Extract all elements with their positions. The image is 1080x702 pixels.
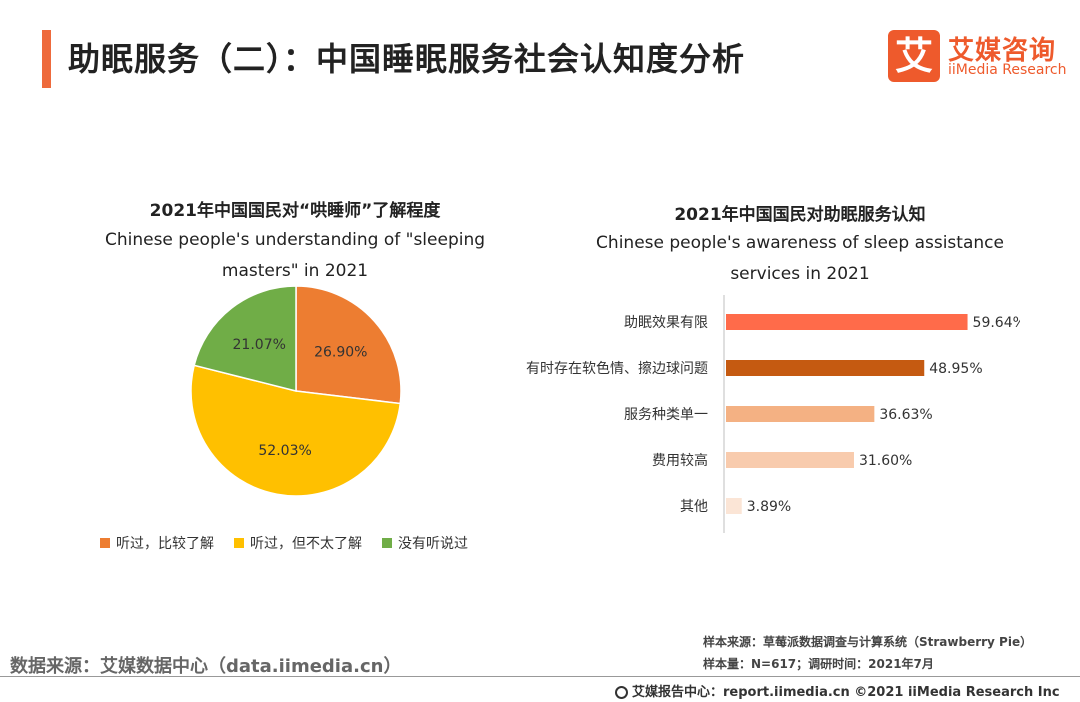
title-accent-bar (42, 30, 51, 88)
footer-text: 艾媒报告中心：report.iimedia.cn ©2021 iiMedia R… (632, 685, 1060, 700)
data-source: 数据来源：艾媒数据中心（data.iimedia.cn） (10, 656, 402, 677)
pie-title: 2021年中国国民对“哄睡师”了解程度 (149, 201, 441, 221)
bar-chart: 助眠效果有限 59.64% 有时存在软色情、擦边球问题 48.95% 服务种类单一 36.… (526, 295, 1020, 533)
bar (726, 452, 854, 468)
page-title: 助眠服务（二）：中国睡眠服务社会认知度分析 (68, 40, 746, 78)
pie-slice-label: 21.07% (233, 337, 286, 353)
pie-subtitle-line2: masters" in 2021 (221, 261, 369, 281)
legend-item: 听过，比较了解 (100, 533, 214, 553)
globe-icon (615, 686, 628, 699)
bar-subtitle-line1: Chinese people's awareness of sleep assi… (596, 233, 1004, 253)
bar-value-label: 3.89% (747, 499, 791, 515)
pie-slice-label: 52.03% (258, 443, 311, 459)
bar-category-label: 服务种类单一 (624, 407, 708, 423)
bar-value-label: 59.64% (973, 315, 1020, 331)
bar-title: 2021年中国国民对助眠服务认知 (674, 205, 926, 225)
bar-category-label: 其他 (680, 499, 708, 515)
pie-chart: 26.90% 52.03% 21.07% (190, 285, 402, 497)
bar-category-label: 助眠效果有限 (624, 315, 708, 331)
sample-size: 样本量：N=617；调研时间：2021年7月 (703, 657, 934, 671)
bar (726, 314, 968, 330)
bar-value-label: 48.95% (929, 361, 982, 377)
legend-label: 听过，但不太了解 (250, 536, 362, 552)
pie-slice (190, 364, 402, 497)
logo-cn: 艾媒咨询 (948, 36, 1057, 66)
pie-slice-label: 26.90% (314, 344, 367, 360)
bar-category-label: 费用较高 (652, 452, 708, 469)
pie-slice (193, 285, 297, 392)
bar (726, 406, 875, 422)
footer: 艾媒报告中心：report.iimedia.cn ©2021 iiMedia R… (615, 681, 1060, 700)
bar (726, 360, 925, 376)
legend-label: 听过，比较了解 (116, 536, 214, 552)
bar-category-label: 有时存在软色情、擦边球问题 (526, 360, 708, 377)
logo-mark: 艾 (888, 30, 940, 82)
pie-legend: 听过，比较了解 听过，但不太了解 没有听说过 (100, 533, 468, 553)
sample-source: 样本来源：草莓派数据调查与计算系统（Strawberry Pie） (703, 635, 1033, 649)
legend-swatch (382, 538, 392, 548)
legend-item: 没有听说过 (382, 533, 468, 553)
bar (726, 498, 742, 514)
legend-swatch (100, 538, 110, 548)
legend-swatch (234, 538, 244, 548)
logo-en: iiMedia Research (948, 62, 1067, 78)
footer-divider (0, 676, 1080, 677)
iimedia-logo: 艾 艾媒咨询 iiMedia Research (888, 30, 1068, 82)
bar-value-label: 36.63% (879, 407, 932, 423)
pie-slice (295, 285, 402, 405)
pie-subtitle-line1: Chinese people's understanding of "sleep… (104, 230, 486, 250)
legend-item: 听过，但不太了解 (234, 533, 362, 553)
bar-subtitle-line2: services in 2021 (730, 264, 870, 284)
legend-label: 没有听说过 (398, 536, 468, 552)
bar-value-label: 31.60% (859, 453, 912, 469)
